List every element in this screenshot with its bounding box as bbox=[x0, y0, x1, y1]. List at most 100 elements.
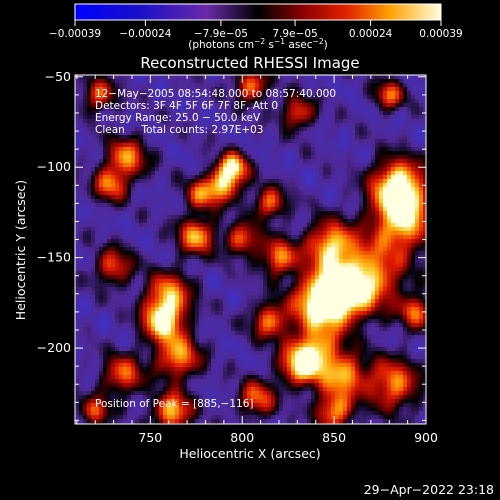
heatmap-cell bbox=[199, 175, 204, 180]
heatmap-cell bbox=[251, 227, 256, 232]
heatmap-cell bbox=[383, 135, 388, 140]
heatmap-cell bbox=[175, 203, 180, 208]
heatmap-cell bbox=[339, 175, 344, 180]
heatmap-cell bbox=[235, 203, 240, 208]
heatmap-cell bbox=[135, 119, 140, 124]
heatmap-cell bbox=[351, 207, 356, 212]
heatmap-cell bbox=[143, 75, 148, 80]
heatmap-cell bbox=[155, 143, 160, 148]
heatmap-cell bbox=[143, 263, 148, 268]
heatmap-cell bbox=[243, 251, 248, 256]
heatmap-cell bbox=[235, 295, 240, 300]
heatmap-cell bbox=[203, 243, 208, 248]
heatmap-cell bbox=[391, 127, 396, 132]
heatmap-cell bbox=[335, 263, 340, 268]
heatmap-cell bbox=[175, 259, 180, 264]
heatmap-cell bbox=[247, 287, 252, 292]
heatmap-cell bbox=[303, 143, 308, 148]
heatmap-cell bbox=[163, 75, 168, 80]
heatmap-cell bbox=[183, 235, 188, 240]
heatmap-cell bbox=[375, 135, 380, 140]
heatmap-cell bbox=[391, 247, 396, 252]
heatmap-cell bbox=[131, 215, 136, 220]
heatmap-cell bbox=[423, 263, 426, 268]
heatmap-cell bbox=[223, 79, 228, 84]
heatmap-cell bbox=[279, 207, 284, 212]
heatmap-cell bbox=[171, 223, 176, 228]
heatmap-cell bbox=[343, 203, 348, 208]
heatmap-cell bbox=[131, 79, 136, 84]
heatmap-cell bbox=[183, 175, 188, 180]
heatmap-cell bbox=[175, 239, 180, 244]
heatmap-cell bbox=[247, 283, 252, 288]
heatmap-cell bbox=[335, 91, 340, 96]
heatmap-cell bbox=[199, 191, 204, 196]
heatmap-cell bbox=[143, 279, 148, 284]
heatmap-cell bbox=[307, 231, 312, 236]
heatmap-cell bbox=[131, 299, 136, 304]
heatmap-cell bbox=[199, 227, 204, 232]
heatmap-cell bbox=[327, 267, 332, 272]
heatmap-cell bbox=[407, 135, 412, 140]
heatmap-cell bbox=[111, 271, 116, 276]
heatmap-cell bbox=[303, 111, 308, 116]
heatmap-cell bbox=[315, 155, 320, 160]
heatmap-cell bbox=[363, 295, 368, 300]
heatmap-cell bbox=[319, 275, 324, 280]
heatmap-cell bbox=[227, 239, 232, 244]
heatmap-cell bbox=[291, 287, 296, 292]
heatmap-cell bbox=[363, 271, 368, 276]
heatmap-cell bbox=[363, 179, 368, 184]
heatmap-cell bbox=[263, 191, 268, 196]
heatmap-cell bbox=[359, 251, 364, 256]
heatmap-cell bbox=[371, 191, 376, 196]
heatmap-cell bbox=[387, 295, 392, 300]
heatmap-cell bbox=[279, 295, 284, 300]
heatmap-cell bbox=[387, 227, 392, 232]
heatmap-cell bbox=[255, 295, 260, 300]
heatmap-cell bbox=[375, 235, 380, 240]
heatmap-cell bbox=[335, 291, 340, 296]
heatmap-cell bbox=[163, 187, 168, 192]
heatmap-cell bbox=[243, 187, 248, 192]
heatmap-cell bbox=[387, 247, 392, 252]
heatmap-cell bbox=[371, 219, 376, 224]
heatmap-cell bbox=[107, 263, 112, 268]
heatmap-cell bbox=[91, 219, 96, 224]
heatmap-cell bbox=[379, 271, 384, 276]
heatmap-cell bbox=[179, 215, 184, 220]
heatmap-cell bbox=[147, 147, 152, 152]
heatmap-cell bbox=[247, 295, 252, 300]
heatmap-cell bbox=[127, 75, 132, 80]
heatmap-cell bbox=[235, 219, 240, 224]
heatmap-cell bbox=[287, 179, 292, 184]
heatmap-cell bbox=[331, 291, 336, 296]
heatmap-cell bbox=[403, 267, 408, 272]
heatmap-cell bbox=[331, 163, 336, 168]
heatmap-cell bbox=[247, 215, 252, 220]
heatmap-cell bbox=[207, 271, 212, 276]
heatmap-cell bbox=[115, 139, 120, 144]
heatmap-cell bbox=[299, 175, 304, 180]
heatmap-cell bbox=[271, 251, 276, 256]
heatmap-cell bbox=[387, 79, 392, 84]
heatmap-cell bbox=[263, 151, 268, 156]
heatmap-cell bbox=[267, 155, 272, 160]
heatmap-cell bbox=[83, 215, 88, 220]
heatmap-cell bbox=[187, 235, 192, 240]
heatmap-cell bbox=[383, 207, 388, 212]
heatmap-cell bbox=[231, 267, 236, 272]
heatmap-cell bbox=[383, 159, 388, 164]
heatmap-cell bbox=[147, 255, 152, 260]
heatmap-cell bbox=[183, 199, 188, 204]
heatmap-cell bbox=[355, 127, 360, 132]
heatmap-cell bbox=[107, 271, 112, 276]
heatmap-cell bbox=[231, 251, 236, 256]
heatmap-cell bbox=[263, 147, 268, 152]
heatmap-cell bbox=[91, 207, 96, 212]
heatmap-cell bbox=[291, 183, 296, 188]
heatmap-cell bbox=[95, 167, 100, 172]
heatmap-cell bbox=[319, 223, 324, 228]
heatmap-cell bbox=[95, 127, 100, 132]
heatmap-cell bbox=[219, 151, 224, 156]
